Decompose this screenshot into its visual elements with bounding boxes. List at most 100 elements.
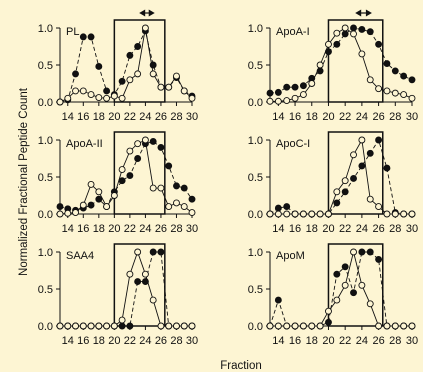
x-tick-label: 28 bbox=[170, 223, 182, 235]
data-point-open bbox=[180, 322, 188, 330]
x-tick-label: 14 bbox=[62, 335, 74, 347]
data-point-open bbox=[134, 140, 142, 148]
data-point-open bbox=[316, 322, 324, 330]
data-point-filled bbox=[149, 248, 157, 256]
data-point-open bbox=[188, 94, 196, 102]
x-tick-label: 18 bbox=[93, 111, 105, 123]
data-point-open bbox=[165, 203, 173, 211]
data-point-open bbox=[188, 209, 196, 216]
data-point-open bbox=[118, 94, 126, 102]
series-line-filled bbox=[60, 251, 192, 327]
data-point-open bbox=[299, 322, 307, 330]
x-tick-label: 26 bbox=[372, 335, 384, 347]
data-point-filled bbox=[325, 318, 332, 326]
x-tick-label: 20 bbox=[108, 223, 120, 235]
data-point-open bbox=[408, 210, 416, 218]
x-tick-label: 18 bbox=[93, 223, 105, 235]
data-point-open bbox=[56, 98, 64, 106]
data-point-filled bbox=[341, 30, 349, 38]
x-tick-label: 20 bbox=[322, 111, 334, 123]
data-point-open bbox=[383, 210, 391, 218]
panel-label: PL bbox=[66, 26, 79, 38]
data-point-filled bbox=[358, 162, 366, 170]
data-point-open bbox=[141, 24, 149, 32]
x-tick-label: 20 bbox=[322, 335, 334, 347]
data-point-filled bbox=[408, 76, 416, 84]
data-point-filled bbox=[333, 40, 341, 48]
data-point-open bbox=[308, 80, 316, 87]
data-point-open bbox=[283, 97, 291, 104]
x-tick-label: 18 bbox=[93, 335, 105, 347]
data-point-filled bbox=[383, 60, 391, 67]
data-point-open bbox=[366, 300, 374, 308]
data-point-open bbox=[333, 29, 341, 37]
x-tick-label: 14 bbox=[272, 223, 284, 235]
data-point-filled bbox=[157, 143, 165, 151]
y-tick-label: 1.0 bbox=[38, 135, 53, 147]
data-point-open bbox=[325, 210, 332, 218]
data-point-open bbox=[79, 87, 87, 95]
data-point-filled bbox=[341, 263, 349, 271]
y-tick-label: 0.0 bbox=[38, 321, 53, 333]
data-point-open bbox=[64, 209, 72, 217]
data-point-open bbox=[110, 192, 118, 199]
data-point-open bbox=[79, 322, 87, 330]
x-tick-label: 18 bbox=[306, 111, 318, 123]
data-point-open bbox=[274, 322, 282, 330]
y-tick-label: 0.0 bbox=[38, 209, 53, 221]
data-point-filled bbox=[266, 89, 274, 97]
data-point-filled bbox=[134, 155, 142, 162]
data-point-open bbox=[157, 83, 165, 91]
data-point-open bbox=[391, 210, 399, 218]
data-point-filled bbox=[56, 203, 64, 211]
series-line-open bbox=[60, 250, 192, 327]
x-tick-label: 20 bbox=[108, 111, 120, 123]
fraction-highlight-box bbox=[327, 243, 384, 327]
panel-apoc-i: 0.0 0.5 1.0 14 16 18 20 22 24 26 28 30 ApoC-I bbox=[248, 131, 418, 235]
data-point-open bbox=[375, 322, 383, 330]
y-tick-label: 0.5 bbox=[248, 284, 263, 296]
data-point-open bbox=[110, 322, 118, 330]
fraction-highlight-box bbox=[327, 19, 384, 103]
y-tick-label: 0.5 bbox=[38, 172, 53, 184]
series-line-filled bbox=[59, 141, 193, 211]
data-point-filled bbox=[87, 33, 95, 41]
data-point-open bbox=[173, 199, 180, 207]
series-line-open bbox=[270, 138, 412, 215]
data-point-filled bbox=[149, 138, 157, 145]
data-point-filled bbox=[291, 83, 299, 91]
data-point-open bbox=[308, 210, 316, 218]
x-tick-label: 30 bbox=[406, 335, 418, 347]
data-point-open bbox=[308, 322, 316, 330]
x-tick-label: 22 bbox=[124, 335, 136, 347]
data-point-open bbox=[366, 195, 374, 203]
data-point-filled bbox=[366, 149, 374, 157]
data-point-open bbox=[358, 136, 366, 144]
data-point-open bbox=[64, 94, 72, 102]
x-tick-label: 14 bbox=[272, 335, 284, 347]
panel-apom: 0.0 0.5 1.0 14 16 18 20 22 24 26 28 30 ApoM bbox=[248, 243, 418, 347]
y-tick-label: 0.5 bbox=[248, 172, 263, 184]
data-point-filled bbox=[72, 70, 79, 78]
data-point-open bbox=[134, 70, 142, 78]
data-point-filled bbox=[366, 28, 374, 36]
data-point-filled bbox=[165, 162, 173, 170]
data-point-filled bbox=[350, 289, 357, 297]
x-tick-label: 24 bbox=[356, 223, 368, 235]
data-point-open bbox=[149, 70, 157, 78]
data-point-filled bbox=[283, 203, 291, 211]
data-point-open bbox=[291, 210, 299, 218]
data-point-open bbox=[299, 210, 307, 218]
data-point-filled bbox=[333, 199, 341, 207]
y-tick-label: 0.5 bbox=[248, 60, 263, 72]
y-tick-label: 1.0 bbox=[248, 135, 263, 147]
data-point-open bbox=[325, 40, 332, 48]
x-tick-label: 24 bbox=[139, 223, 151, 235]
data-point-open bbox=[341, 281, 349, 289]
data-point-filled bbox=[383, 164, 391, 172]
data-point-open bbox=[79, 201, 87, 209]
data-point-open bbox=[141, 270, 149, 278]
y-tick-label: 0.0 bbox=[248, 209, 263, 221]
y-tick-label: 0.0 bbox=[248, 97, 263, 109]
data-point-filled bbox=[157, 248, 165, 256]
